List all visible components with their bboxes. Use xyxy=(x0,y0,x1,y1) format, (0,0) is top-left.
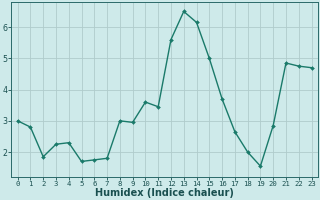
X-axis label: Humidex (Indice chaleur): Humidex (Indice chaleur) xyxy=(95,188,234,198)
